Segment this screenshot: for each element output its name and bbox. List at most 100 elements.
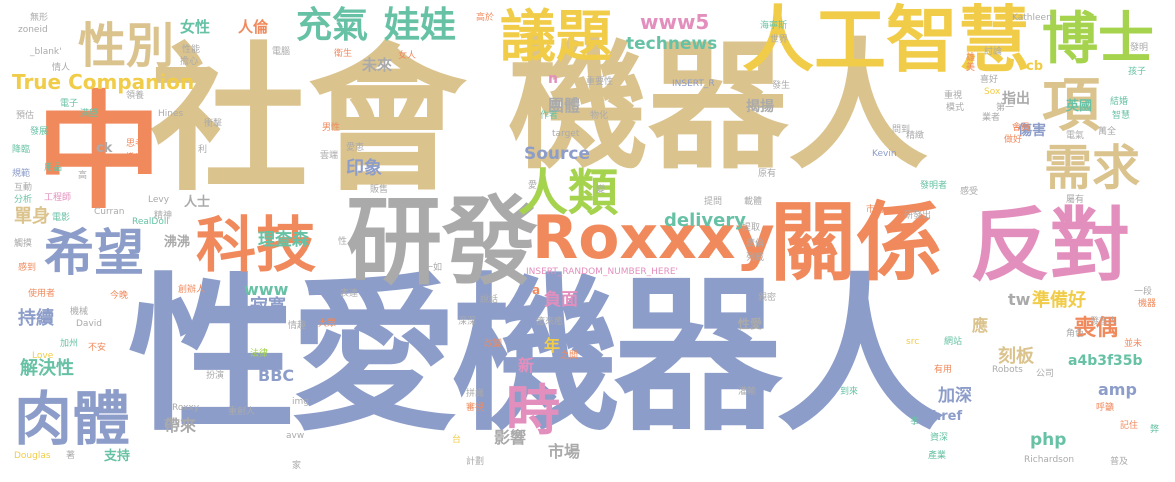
word: 喜好 <box>980 75 999 85</box>
word: Source <box>524 144 591 164</box>
word: 著 <box>66 451 76 461</box>
word: 市場 <box>548 442 581 461</box>
word: 事 <box>910 417 920 427</box>
word: delivery <box>664 210 746 231</box>
word: 呼籲 <box>1096 403 1115 413</box>
word: 拼識 <box>466 389 485 399</box>
word: 愛 <box>528 181 538 191</box>
word: 工程師 <box>44 193 72 203</box>
word: 發展 <box>30 127 49 137</box>
word: 機器 <box>1138 299 1157 309</box>
word: 雄 <box>966 53 976 63</box>
word: 扮演 <box>206 371 225 381</box>
word: 人倫 <box>238 18 269 36</box>
word: 議題 <box>500 5 612 70</box>
word: 電氣 <box>1066 131 1085 141</box>
word: 世界 <box>770 35 789 45</box>
word: 性能 <box>182 45 201 55</box>
word: 寂寞 <box>250 296 286 317</box>
word: Hines <box>158 109 184 119</box>
word: 有用 <box>934 365 953 375</box>
word: 家 <box>292 461 302 471</box>
word: BBC <box>258 366 295 385</box>
word: 情人 <box>52 63 71 73</box>
word: Douglas <box>14 451 51 461</box>
word: Kathleen <box>1012 13 1052 23</box>
word: 撤出 <box>126 153 145 163</box>
word: 今晚 <box>110 291 129 301</box>
word: 娃娃 <box>384 5 457 46</box>
word: 項 <box>1042 71 1101 139</box>
word: INSERT_RANDOM_NUMBER_HERE' <box>526 267 679 277</box>
word: 發生 <box>772 81 791 91</box>
word: 高於 <box>476 13 495 23</box>
word: 負面 <box>544 290 578 310</box>
word: 親密 <box>758 293 777 303</box>
word: target <box>552 129 580 139</box>
word: www5 <box>640 10 710 34</box>
word: 市面 <box>866 205 885 215</box>
word: 雲端 <box>320 151 339 161</box>
word: 準備好 <box>1032 290 1086 311</box>
word: 大眾 <box>318 319 337 329</box>
word: 性 <box>338 237 348 247</box>
word: Sox <box>984 87 1001 97</box>
word: 揭揚 <box>746 99 774 115</box>
word: 解決性 <box>20 358 74 379</box>
word: 吵 <box>92 93 105 107</box>
word: 變 <box>596 185 606 195</box>
word: Roxxy <box>172 403 200 413</box>
word: Roxxxy <box>532 203 775 273</box>
word: 電腦 <box>272 47 291 57</box>
word: 衝擊 <box>204 119 223 129</box>
word: 物化 <box>590 111 609 121</box>
word: 萬全 <box>1098 127 1117 137</box>
word: David <box>76 319 102 329</box>
word: 衛生 <box>334 49 353 59</box>
word: php <box>1030 430 1067 450</box>
word: Curran <box>94 207 125 217</box>
word: _blank' <box>30 47 62 57</box>
word: 到來 <box>840 387 859 397</box>
word: 需求 <box>1044 140 1141 196</box>
word: 灌輸 <box>738 387 757 397</box>
word: RealDoll <box>132 217 169 227</box>
word: 記住 <box>1120 421 1139 431</box>
word: 英國 <box>1066 99 1093 114</box>
word: 女人 <box>398 51 417 61</box>
word: 影響 <box>494 428 527 447</box>
word: 資深 <box>930 433 949 443</box>
word: 重視 <box>944 91 963 101</box>
word: 無形 <box>30 13 49 23</box>
word: 愛恵 <box>346 143 365 153</box>
word: 做好 <box>1004 135 1023 145</box>
word: 領養 <box>126 91 145 101</box>
word: 感到 <box>18 263 37 273</box>
word: 支持 <box>104 449 131 464</box>
word: 討論 <box>984 47 1003 57</box>
word: 業者 <box>982 113 1001 123</box>
word: Levy <box>148 195 170 205</box>
word: 研發出 <box>904 211 932 221</box>
word: 中 <box>36 79 162 226</box>
word: INSERT_R <box>672 79 715 89</box>
word: 列威 <box>746 253 765 263</box>
word: 電子 <box>60 99 79 109</box>
word: zoneid <box>18 25 48 35</box>
word: 提問 <box>704 197 723 207</box>
word: 指出 <box>1002 91 1030 107</box>
word: 年 <box>544 336 561 355</box>
word: 電影 <box>52 213 71 223</box>
word: 發言人 <box>1090 317 1118 327</box>
word: 社會 <box>150 29 466 213</box>
word: 新 <box>518 356 535 375</box>
word: Kevin <box>872 149 897 159</box>
word: 網站 <box>944 337 963 347</box>
word: 載體 <box>744 197 763 207</box>
word: 販售 <box>370 185 389 195</box>
word: 觸摸 <box>14 239 33 249</box>
word: 情趣 <box>288 321 307 331</box>
word: 互動 <box>14 183 33 193</box>
word: 降臨 <box>12 145 31 155</box>
word: 癒來癒 <box>536 317 564 327</box>
